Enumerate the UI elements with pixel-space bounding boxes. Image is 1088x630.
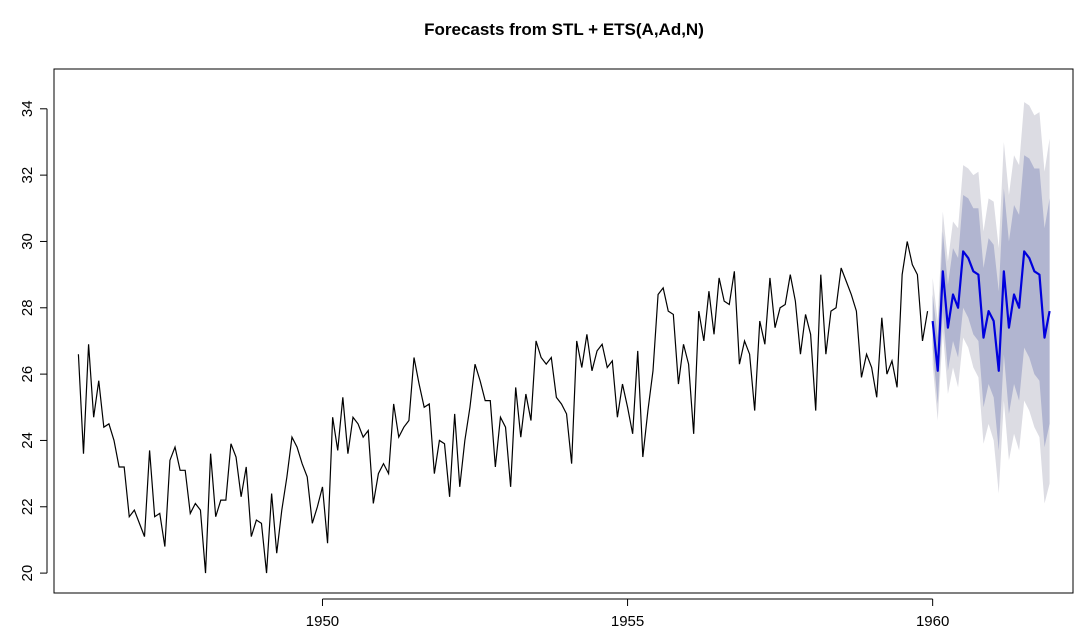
- y-tick-label: 32: [19, 167, 36, 184]
- series-history: [77, 241, 929, 574]
- x-tick-label: 1950: [306, 613, 339, 630]
- y-tick-label: 26: [19, 366, 36, 383]
- series-lines: [77, 241, 1051, 574]
- confidence-bands: [932, 102, 1050, 504]
- x-tick-label: 1960: [916, 613, 949, 630]
- plot-border: [53, 68, 1074, 594]
- y-tick-label: 30: [19, 233, 36, 250]
- chart-title: Forecasts from STL + ETS(A,Ad,N): [424, 20, 704, 39]
- y-tick-label: 34: [19, 100, 36, 117]
- series-forecast: [931, 250, 1051, 372]
- y-tick-label: 22: [19, 498, 36, 515]
- x-axis: 1950 1955 1960: [306, 598, 949, 630]
- y-tick-label: 28: [19, 299, 36, 316]
- y-tick-label: 20: [19, 565, 36, 582]
- band-80: [932, 155, 1050, 451]
- y-tick-label: 24: [19, 432, 36, 449]
- y-axis: 20 22 24 26 28 30 32 34: [19, 100, 48, 582]
- x-tick-label: 1955: [611, 613, 644, 630]
- plot-frame: [53, 68, 1074, 594]
